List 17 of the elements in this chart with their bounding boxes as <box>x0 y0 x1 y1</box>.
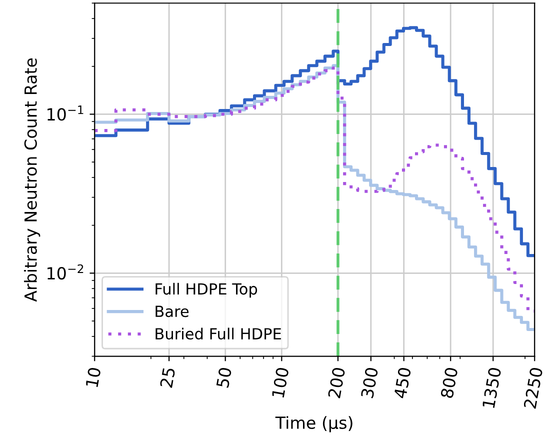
x-tick-label: 300 <box>360 367 378 398</box>
legend-label: Buried Full HDPE <box>156 328 281 340</box>
x-tick-label: 2250 <box>523 367 543 409</box>
x-tick-label: 800 <box>440 367 458 398</box>
x-tick-label: 450 <box>394 367 412 399</box>
y-axis-title: Arbitrary Neutron Count Rate <box>24 58 40 302</box>
legend-label: Bare <box>156 306 189 318</box>
x-tick-label: 200 <box>328 367 346 398</box>
y-tick-label: 10$^{−2}$ <box>48 264 84 280</box>
x-tick-label: 10 <box>85 367 102 388</box>
y-tick-label: 10$^{−1}$ <box>48 106 84 121</box>
x-tick-label: 25 <box>160 367 176 388</box>
x-tick-label: 100 <box>272 367 289 398</box>
x-axis-title: Time (μs) <box>275 416 352 432</box>
x-tick-label: 50 <box>216 367 232 388</box>
legend-label: Full HDPE Top <box>156 282 258 298</box>
x-tick-label: 1350 <box>482 367 502 408</box>
